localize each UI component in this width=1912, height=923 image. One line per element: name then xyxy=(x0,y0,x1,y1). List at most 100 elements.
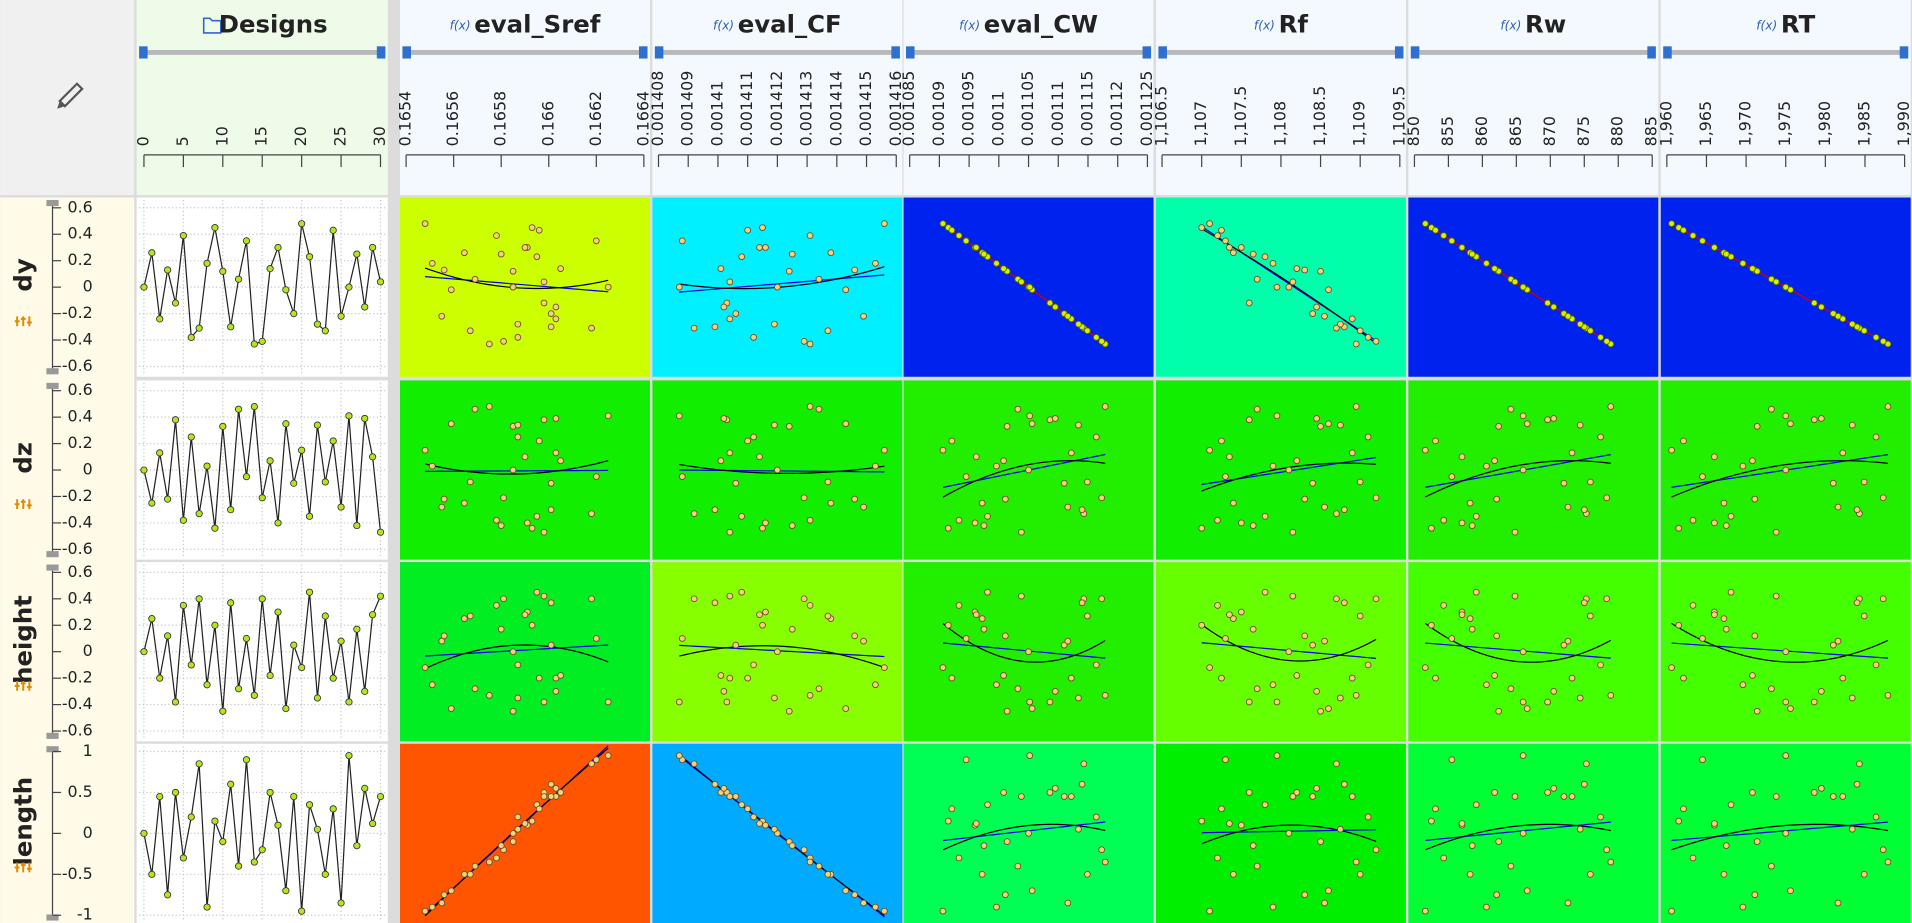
scatter-point[interactable] xyxy=(1333,510,1340,518)
design-point[interactable] xyxy=(337,637,345,645)
scatter-point[interactable] xyxy=(1325,286,1332,294)
scatter-point[interactable] xyxy=(824,612,832,620)
scatter-point[interactable] xyxy=(1026,698,1034,706)
scatter-point[interactable] xyxy=(1668,446,1675,454)
scatter-point[interactable] xyxy=(1782,648,1790,656)
scatter-point[interactable] xyxy=(1751,891,1759,899)
scatter-point[interactable] xyxy=(1772,278,1780,286)
scatter-point[interactable] xyxy=(1607,403,1615,410)
scatter-point[interactable] xyxy=(1226,820,1233,827)
scatter-point[interactable] xyxy=(1466,615,1474,623)
scatter-point[interactable] xyxy=(1237,519,1245,527)
design-point[interactable] xyxy=(179,516,187,524)
design-point[interactable] xyxy=(290,641,298,649)
scatter-point[interactable] xyxy=(1749,265,1756,272)
scatter-point[interactable] xyxy=(1711,820,1718,827)
scatter-point[interactable] xyxy=(842,887,850,895)
scatter-point[interactable] xyxy=(1787,887,1794,895)
scatter-point[interactable] xyxy=(1428,817,1435,825)
scatter-point[interactable] xyxy=(1432,674,1439,682)
scatter-point[interactable] xyxy=(447,705,455,712)
design-point[interactable] xyxy=(376,792,385,801)
scatter-point[interactable] xyxy=(1084,478,1091,486)
scatter-point[interactable] xyxy=(678,635,686,642)
scatter-point[interactable] xyxy=(557,457,564,465)
scatter-point[interactable] xyxy=(1872,813,1880,821)
scatter-point[interactable] xyxy=(774,283,781,291)
scatter-point[interactable] xyxy=(440,495,448,503)
design-point[interactable] xyxy=(313,825,322,833)
scatter-point[interactable] xyxy=(1810,416,1818,424)
scatter-point[interactable] xyxy=(592,635,600,642)
scatter-point[interactable] xyxy=(1364,334,1372,341)
scatter-point[interactable] xyxy=(1075,694,1082,702)
scatter-point[interactable] xyxy=(604,283,612,291)
scatter-point[interactable] xyxy=(552,303,560,311)
scatter-point[interactable] xyxy=(955,232,963,239)
scatter-point[interactable] xyxy=(1003,423,1011,430)
scatter-point[interactable] xyxy=(1550,785,1558,792)
scatter-point[interactable] xyxy=(1285,648,1293,656)
scatter-point[interactable] xyxy=(1002,495,1009,503)
scatter-point[interactable] xyxy=(993,681,1000,689)
scatter-point[interactable] xyxy=(524,519,531,527)
scatter-point[interactable] xyxy=(1711,611,1718,619)
scatter-point[interactable] xyxy=(1293,457,1301,465)
design-point[interactable] xyxy=(329,805,337,813)
scatter-point[interactable] xyxy=(1261,801,1269,809)
scatter-point[interactable] xyxy=(1309,793,1316,800)
slider-handle[interactable] xyxy=(46,551,59,558)
slider-handle[interactable] xyxy=(638,46,648,59)
scatter-point[interactable] xyxy=(1722,842,1730,850)
slider-handle[interactable] xyxy=(1394,46,1404,59)
scatter-point[interactable] xyxy=(1206,664,1213,671)
scatter-point[interactable] xyxy=(1440,232,1448,239)
scatter-point[interactable] xyxy=(1818,303,1825,311)
scatter-point[interactable] xyxy=(1564,899,1572,907)
scatter-point[interactable] xyxy=(1337,694,1344,702)
scatter-point[interactable] xyxy=(1749,672,1756,679)
scatter-point[interactable] xyxy=(1491,789,1498,796)
scatter-point[interactable] xyxy=(1237,244,1245,251)
scatter-point[interactable] xyxy=(972,820,980,827)
design-point[interactable] xyxy=(242,237,251,245)
scatter-point[interactable] xyxy=(604,752,612,759)
slider-handle[interactable] xyxy=(1647,46,1656,59)
design-point[interactable] xyxy=(376,528,385,536)
scatter-point[interactable] xyxy=(1313,303,1320,311)
scatter-point[interactable] xyxy=(800,338,808,345)
scatter-point[interactable] xyxy=(860,503,867,511)
scatter-point[interactable] xyxy=(466,870,474,878)
scatter-point[interactable] xyxy=(750,661,757,669)
scatter-point[interactable] xyxy=(1550,415,1558,422)
scatter-point[interactable] xyxy=(1519,412,1527,420)
design-point[interactable] xyxy=(195,324,203,332)
scatter-point[interactable] xyxy=(1003,838,1011,845)
scatter-point[interactable] xyxy=(1782,830,1790,837)
scatter-point[interactable] xyxy=(1067,793,1075,800)
scatter-point[interactable] xyxy=(1230,249,1237,257)
scatter-point[interactable] xyxy=(1253,275,1261,283)
scatter-point[interactable] xyxy=(493,516,500,524)
design-point[interactable] xyxy=(156,449,164,457)
scatter-point[interactable] xyxy=(1818,415,1825,422)
scatter-point[interactable] xyxy=(1218,805,1225,813)
scatter-point[interactable] xyxy=(1483,462,1490,470)
scatter-point[interactable] xyxy=(1483,681,1490,689)
scatter-point[interactable] xyxy=(547,793,555,800)
scatter-point[interactable] xyxy=(1749,789,1756,796)
design-point[interactable] xyxy=(290,309,298,318)
scatter-point[interactable] xyxy=(1544,299,1551,307)
scatter-point[interactable] xyxy=(500,494,507,502)
scatter-point[interactable] xyxy=(1321,312,1328,320)
scatter-point[interactable] xyxy=(1483,903,1490,911)
scatter-point[interactable] xyxy=(493,232,500,239)
scatter-point[interactable] xyxy=(1675,524,1683,532)
scatter-point[interactable] xyxy=(1340,599,1348,607)
scatter-point[interactable] xyxy=(588,510,595,518)
design-point[interactable] xyxy=(353,250,361,258)
scatter-point[interactable] xyxy=(1872,433,1880,441)
design-point[interactable] xyxy=(234,275,243,283)
row-label[interactable]: dy xyxy=(8,258,37,291)
design-point[interactable] xyxy=(329,674,337,682)
